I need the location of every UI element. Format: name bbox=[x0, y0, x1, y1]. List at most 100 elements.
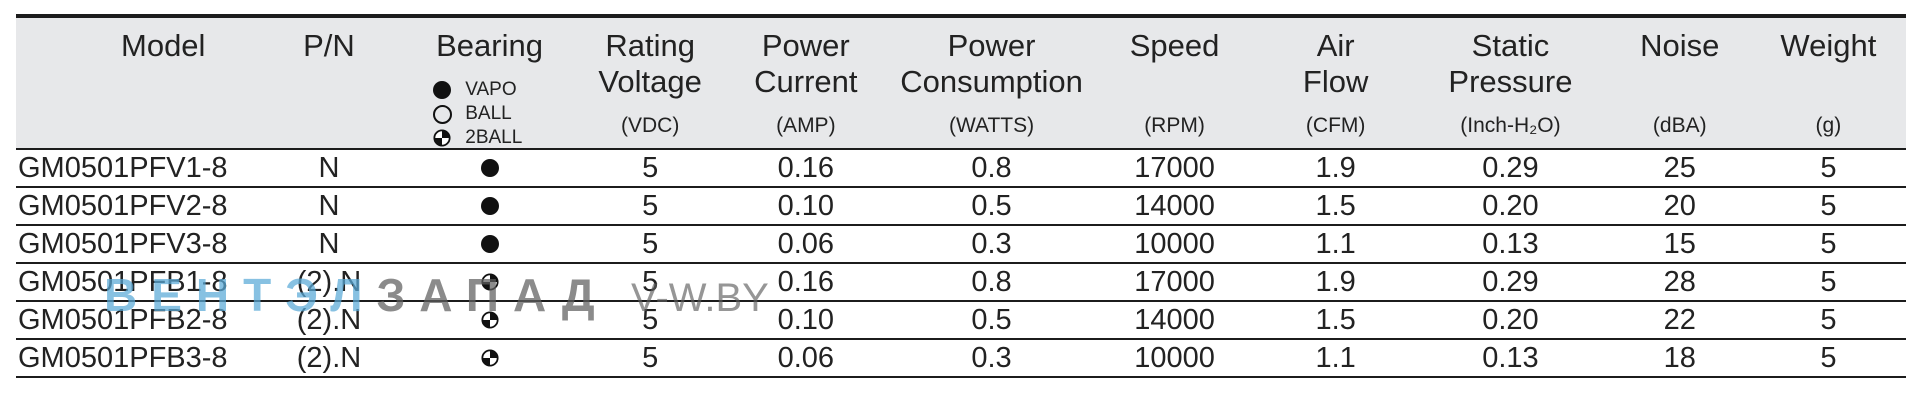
cell-current: 0.06 bbox=[718, 225, 894, 264]
cell-pressure: 0.20 bbox=[1412, 187, 1609, 226]
column-header-noise: Noise (dBA) bbox=[1608, 18, 1751, 149]
cell-weight: 5 bbox=[1750, 301, 1906, 340]
column-header-model: Model bbox=[16, 18, 261, 149]
cell-current: 0.10 bbox=[718, 187, 894, 226]
cell-voltage: 5 bbox=[581, 149, 719, 188]
bearing-symbol bbox=[397, 150, 582, 186]
cell-current: 0.10 bbox=[718, 301, 894, 340]
column-header-voltage: Rating Voltage (VDC) bbox=[581, 18, 719, 149]
bearing-legend: VAPO BALL 2BALL bbox=[431, 78, 522, 150]
cell-pn: N bbox=[260, 149, 398, 188]
cell-weight: 5 bbox=[1750, 339, 1906, 378]
cell-consumption: 0.5 bbox=[893, 187, 1090, 226]
column-header-airflow: Air Flow (CFM) bbox=[1259, 18, 1413, 149]
cell-noise: 20 bbox=[1608, 187, 1751, 226]
cell-noise: 15 bbox=[1608, 225, 1751, 264]
legend-symbol bbox=[431, 81, 453, 99]
filled-circle-icon bbox=[480, 159, 499, 177]
column-header-current: Power Current (AMP) bbox=[718, 18, 894, 149]
cell-noise: 22 bbox=[1608, 301, 1751, 340]
cell-noise: 18 bbox=[1608, 339, 1751, 378]
column-header-label: Noise bbox=[1640, 28, 1720, 63]
cell-airflow: 1.5 bbox=[1259, 187, 1413, 226]
bearing-symbol bbox=[397, 264, 582, 300]
cell-speed: 17000 bbox=[1089, 149, 1260, 188]
legend-label: 2BALL bbox=[465, 127, 523, 148]
spec-table-container: Model P/N Bearing VAPO BALL 2BALL Rating Volta… bbox=[16, 14, 1906, 378]
bearing-symbol bbox=[397, 340, 582, 376]
table-row: GM0501PFV1-8 N 5 0.16 0.8 17000 1.9 0.29 25 5 bbox=[16, 149, 1906, 188]
cell-speed: 10000 bbox=[1089, 225, 1260, 264]
half-filled-circle-icon bbox=[433, 129, 451, 147]
filled-circle-icon bbox=[480, 235, 499, 253]
table-row: GM0501PFB1-8 (2).N 5 0.16 0.8 17000 1.9 0.29 28 5 bbox=[16, 263, 1906, 302]
column-header-label: P/N bbox=[303, 28, 355, 63]
column-header-unit: (dBA) bbox=[1652, 114, 1707, 137]
cell-bearing bbox=[397, 149, 582, 188]
column-header-speed: Speed (RPM) bbox=[1089, 18, 1260, 149]
cell-speed: 10000 bbox=[1089, 339, 1260, 378]
cell-speed: 14000 bbox=[1089, 187, 1260, 226]
cell-voltage: 5 bbox=[581, 225, 719, 264]
half-filled-circle-icon bbox=[481, 273, 499, 291]
cell-weight: 5 bbox=[1750, 187, 1906, 226]
bearing-symbol bbox=[397, 302, 582, 338]
cell-bearing bbox=[397, 225, 582, 264]
cell-airflow: 1.9 bbox=[1259, 149, 1413, 188]
column-header-bearing: Bearing VAPO BALL 2BALL bbox=[397, 18, 582, 149]
cell-model: GM0501PFV2-8 bbox=[16, 187, 261, 226]
cell-current: 0.06 bbox=[718, 339, 894, 378]
cell-bearing bbox=[397, 301, 582, 340]
legend-symbol bbox=[431, 104, 453, 124]
column-header-label: Weight bbox=[1780, 28, 1877, 63]
cell-consumption: 0.3 bbox=[893, 225, 1090, 264]
cell-pn: (2).N bbox=[260, 301, 398, 340]
cell-airflow: 1.5 bbox=[1259, 301, 1413, 340]
bearing-legend-item: 2BALL bbox=[431, 126, 522, 150]
fan-spec-table: Model P/N Bearing VAPO BALL 2BALL Rating Volta… bbox=[16, 18, 1906, 378]
column-header-label: Static Pressure bbox=[1448, 28, 1573, 99]
cell-model: GM0501PFB1-8 bbox=[16, 263, 261, 302]
cell-current: 0.16 bbox=[718, 263, 894, 302]
filled-circle-icon bbox=[433, 81, 452, 99]
bearing-symbol bbox=[397, 226, 582, 262]
half-filled-circle-icon bbox=[481, 349, 499, 367]
column-header-unit: (CFM) bbox=[1305, 114, 1366, 137]
cell-model: GM0501PFB2-8 bbox=[16, 301, 261, 340]
table-body: GM0501PFV1-8 N 5 0.16 0.8 17000 1.9 0.29 25 5 GM05… bbox=[16, 149, 1906, 378]
cell-bearing bbox=[397, 187, 582, 226]
column-header-label: Air Flow bbox=[1302, 28, 1369, 99]
cell-model: GM0501PFV3-8 bbox=[16, 225, 261, 264]
legend-label: BALL bbox=[465, 103, 512, 124]
cell-pressure: 0.13 bbox=[1412, 339, 1609, 378]
bearing-symbol bbox=[397, 188, 582, 224]
bearing-legend-item: VAPO bbox=[431, 78, 522, 102]
column-header-label: Power Consumption bbox=[900, 28, 1083, 99]
cell-pressure: 0.29 bbox=[1412, 149, 1609, 188]
column-header-label: Model bbox=[121, 28, 206, 63]
table-row: GM0501PFV2-8 N 5 0.10 0.5 14000 1.5 0.20 20 5 bbox=[16, 187, 1906, 226]
table-row: GM0501PFV3-8 N 5 0.06 0.3 10000 1.1 0.13 15 5 bbox=[16, 225, 1906, 264]
cell-pressure: 0.13 bbox=[1412, 225, 1609, 264]
column-header-unit: (VDC) bbox=[620, 114, 680, 137]
cell-pn: (2).N bbox=[260, 263, 398, 302]
cell-voltage: 5 bbox=[581, 339, 719, 378]
column-header-unit: (WATTS) bbox=[948, 114, 1035, 137]
column-header-unit: (g) bbox=[1815, 114, 1842, 137]
cell-consumption: 0.5 bbox=[893, 301, 1090, 340]
column-header-label: Bearing bbox=[436, 28, 543, 63]
column-header-weight: Weight (g) bbox=[1750, 18, 1906, 149]
column-header-unit: (RPM) bbox=[1144, 114, 1205, 137]
cell-bearing bbox=[397, 263, 582, 302]
cell-voltage: 5 bbox=[581, 263, 719, 302]
column-header-pressure: Static Pressure (Inch-H₂O) bbox=[1412, 18, 1609, 149]
cell-weight: 5 bbox=[1750, 225, 1906, 264]
cell-airflow: 1.1 bbox=[1259, 339, 1413, 378]
cell-weight: 5 bbox=[1750, 149, 1906, 188]
column-header-label: Rating Voltage bbox=[598, 28, 702, 99]
cell-speed: 17000 bbox=[1089, 263, 1260, 302]
column-header-label: Power Current bbox=[754, 28, 858, 99]
cell-speed: 14000 bbox=[1089, 301, 1260, 340]
open-circle-icon bbox=[432, 104, 452, 124]
cell-weight: 5 bbox=[1750, 263, 1906, 302]
